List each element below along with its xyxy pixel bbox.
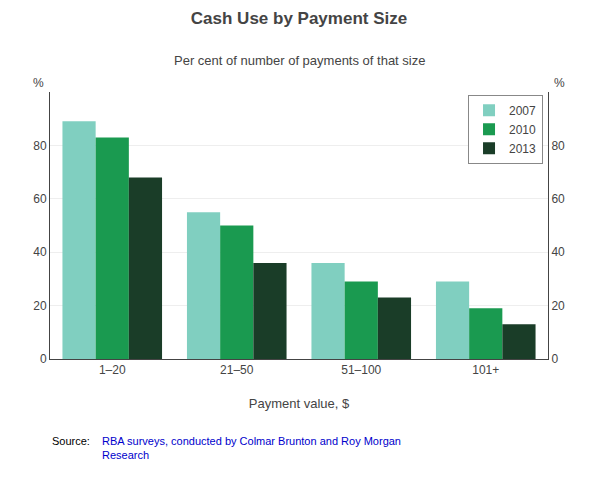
svg-text:101+: 101+ [472,363,499,377]
svg-text:Payment value, $: Payment value, $ [249,396,350,411]
svg-text:40: 40 [551,245,565,259]
svg-text:80: 80 [551,139,565,153]
svg-text:0: 0 [40,352,47,366]
svg-text:%: % [33,76,44,90]
svg-text:1–20: 1–20 [99,363,126,377]
svg-text:Per cent of number of payments: Per cent of number of payments of that s… [174,53,425,68]
svg-text:60: 60 [33,192,47,206]
svg-text:Source:: Source: [52,435,90,447]
svg-text:60: 60 [551,192,565,206]
svg-text:20: 20 [33,299,47,313]
svg-text:51–100: 51–100 [341,363,381,377]
svg-text:2013: 2013 [509,142,536,156]
svg-text:%: % [554,76,565,90]
svg-text:RBA surveys, conducted by Colm: RBA surveys, conducted by Colmar Brunton… [102,435,401,461]
svg-text:0: 0 [551,352,558,366]
svg-text:21–50: 21–50 [220,363,254,377]
svg-text:Cash Use by Payment Size: Cash Use by Payment Size [191,9,407,28]
svg-text:40: 40 [33,245,47,259]
svg-text:20: 20 [551,299,565,313]
svg-text:2007: 2007 [509,104,536,118]
svg-text:2010: 2010 [509,123,536,137]
svg-text:80: 80 [33,139,47,153]
